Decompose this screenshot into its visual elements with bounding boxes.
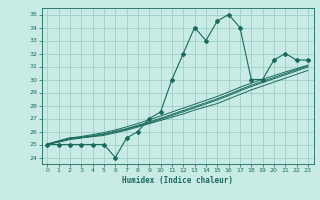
X-axis label: Humidex (Indice chaleur): Humidex (Indice chaleur) [122,176,233,185]
